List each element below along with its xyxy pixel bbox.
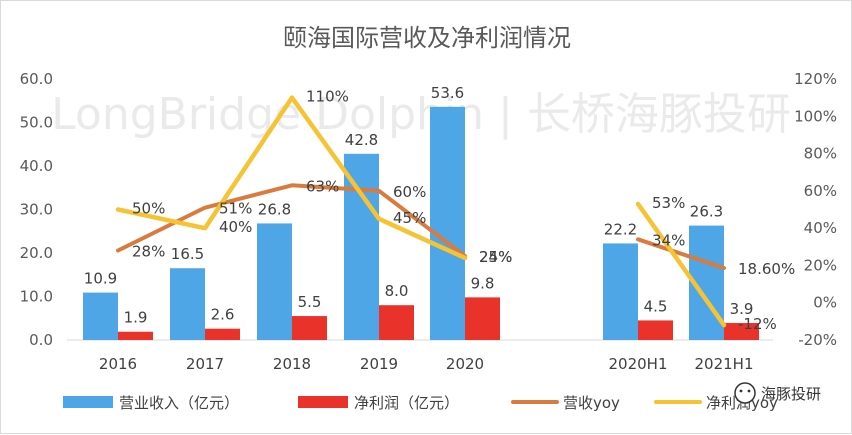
revenue-bar [603,243,638,340]
right-axis-tick-label: -20% [798,331,837,349]
revenue-yoy-label: 25% [479,248,512,266]
revenue-yoy-label: 18.60% [738,260,795,278]
net-profit-yoy-label: 40% [219,218,252,236]
revenue-data-label: 10.9 [84,270,117,288]
revenue-yoy-label: 60% [393,183,426,201]
legend-label: 营业收入（亿元） [119,394,239,412]
revenue-bar [344,153,379,340]
revenue-data-label: 26.3 [690,203,723,221]
wechat-label: 海豚投研 [761,385,821,403]
chart-title: 颐海国际营收及净利润情况 [283,24,571,52]
net-profit-bar [292,316,327,340]
category-label: 2019 [360,355,398,373]
net-profit-yoy-label: 53% [652,194,685,212]
plot-area: 0.0 10.0 20.0 30.0 40.0 50.0 60.0 -20% 0% 20% 40% 6… [20,70,837,373]
net-profit-yoy-label: -12% [738,315,777,333]
revenue-yoy-label: 34% [652,231,685,249]
net-profit-yoy-label: 50% [132,200,165,218]
revenue-bar [257,223,292,340]
category-label: 2017 [186,355,224,373]
revenue-data-label: 42.8 [345,131,378,149]
net-profit-data-label: 8.0 [385,282,409,300]
net-profit-data-label: 9.8 [471,274,495,292]
right-axis-tick-label: 20% [804,256,837,274]
legend: 营业收入（亿元）净利润（亿元）营收yoy净利润yoy [63,394,778,412]
right-axis-tick-label: 100% [794,107,837,125]
legend-label: 营收yoy [563,394,620,412]
category-label: 2018 [273,355,311,373]
category-label: 2021H1 [695,355,754,373]
revenue-data-label: 26.8 [258,200,291,218]
revenue-bar [170,268,205,340]
right-axis-tick-label: 120% [794,70,837,88]
right-axis-tick-label: 40% [804,219,837,237]
left-axis-tick-label: 0.0 [29,331,53,349]
wechat-icon [734,382,756,404]
right-axis-tick-label: 60% [804,182,837,200]
right-axis-tick-label: 0% [813,294,837,312]
net-profit-bar [465,297,500,340]
category-label: 2020H1 [609,355,668,373]
legend-swatch-bar [63,396,113,408]
wechat-icon-eye-left [739,389,743,393]
net-profit-yoy-line [115,95,468,261]
left-axis-tick-label: 20.0 [20,244,53,262]
revenue-bar [83,292,118,340]
net-profit-yoy-label: 45% [393,209,426,227]
net-profit-bar [205,328,240,340]
wechat-icon-eye-right [747,389,751,393]
revenue-data-label: 16.5 [171,245,204,263]
revenue-bar [430,106,465,340]
category-label: 2020 [446,355,484,373]
net-profit-yoy-label: 110% [306,88,349,106]
category-label: 2016 [99,355,137,373]
net-profit-bar [724,323,759,340]
revenue-data-label: 22.2 [604,220,637,238]
net-profit-data-label: 5.5 [298,293,322,311]
net-profit-yoy-line [635,201,727,328]
revenue-yoy-label: 63% [306,177,339,195]
left-axis-tick-label: 10.0 [20,288,53,306]
net-profit-data-label: 3.9 [730,300,754,318]
watermark-text: LongBridge Dolphin | 长桥海豚投研 [51,89,791,140]
right-axis-tick-label: 80% [804,145,837,163]
legend-swatch-bar [298,396,348,408]
net-profit-data-label: 1.9 [124,309,148,327]
revenue-yoy-label: 28% [132,243,165,261]
net-profit-bar [118,331,153,340]
net-profit-data-label: 2.6 [211,306,235,324]
net-profit-bar [638,320,673,340]
revenue-data-label: 53.6 [431,84,464,102]
net-profit-yoy-label: 24% [479,248,512,266]
left-axis-tick-label: 30.0 [20,201,53,219]
left-axis-tick-label: 40.0 [20,157,53,175]
left-axis-tick-label: 50.0 [20,114,53,132]
revenue-yoy-line [636,237,726,271]
wechat-badge: 海豚投研 [734,382,821,404]
left-axis-tick-label: 60.0 [20,70,53,88]
net-profit-bar [379,305,414,340]
net-profit-data-label: 4.5 [644,297,668,315]
revenue-yoy-label: 51% [219,200,252,218]
legend-label: 净利润（亿元） [354,394,459,412]
